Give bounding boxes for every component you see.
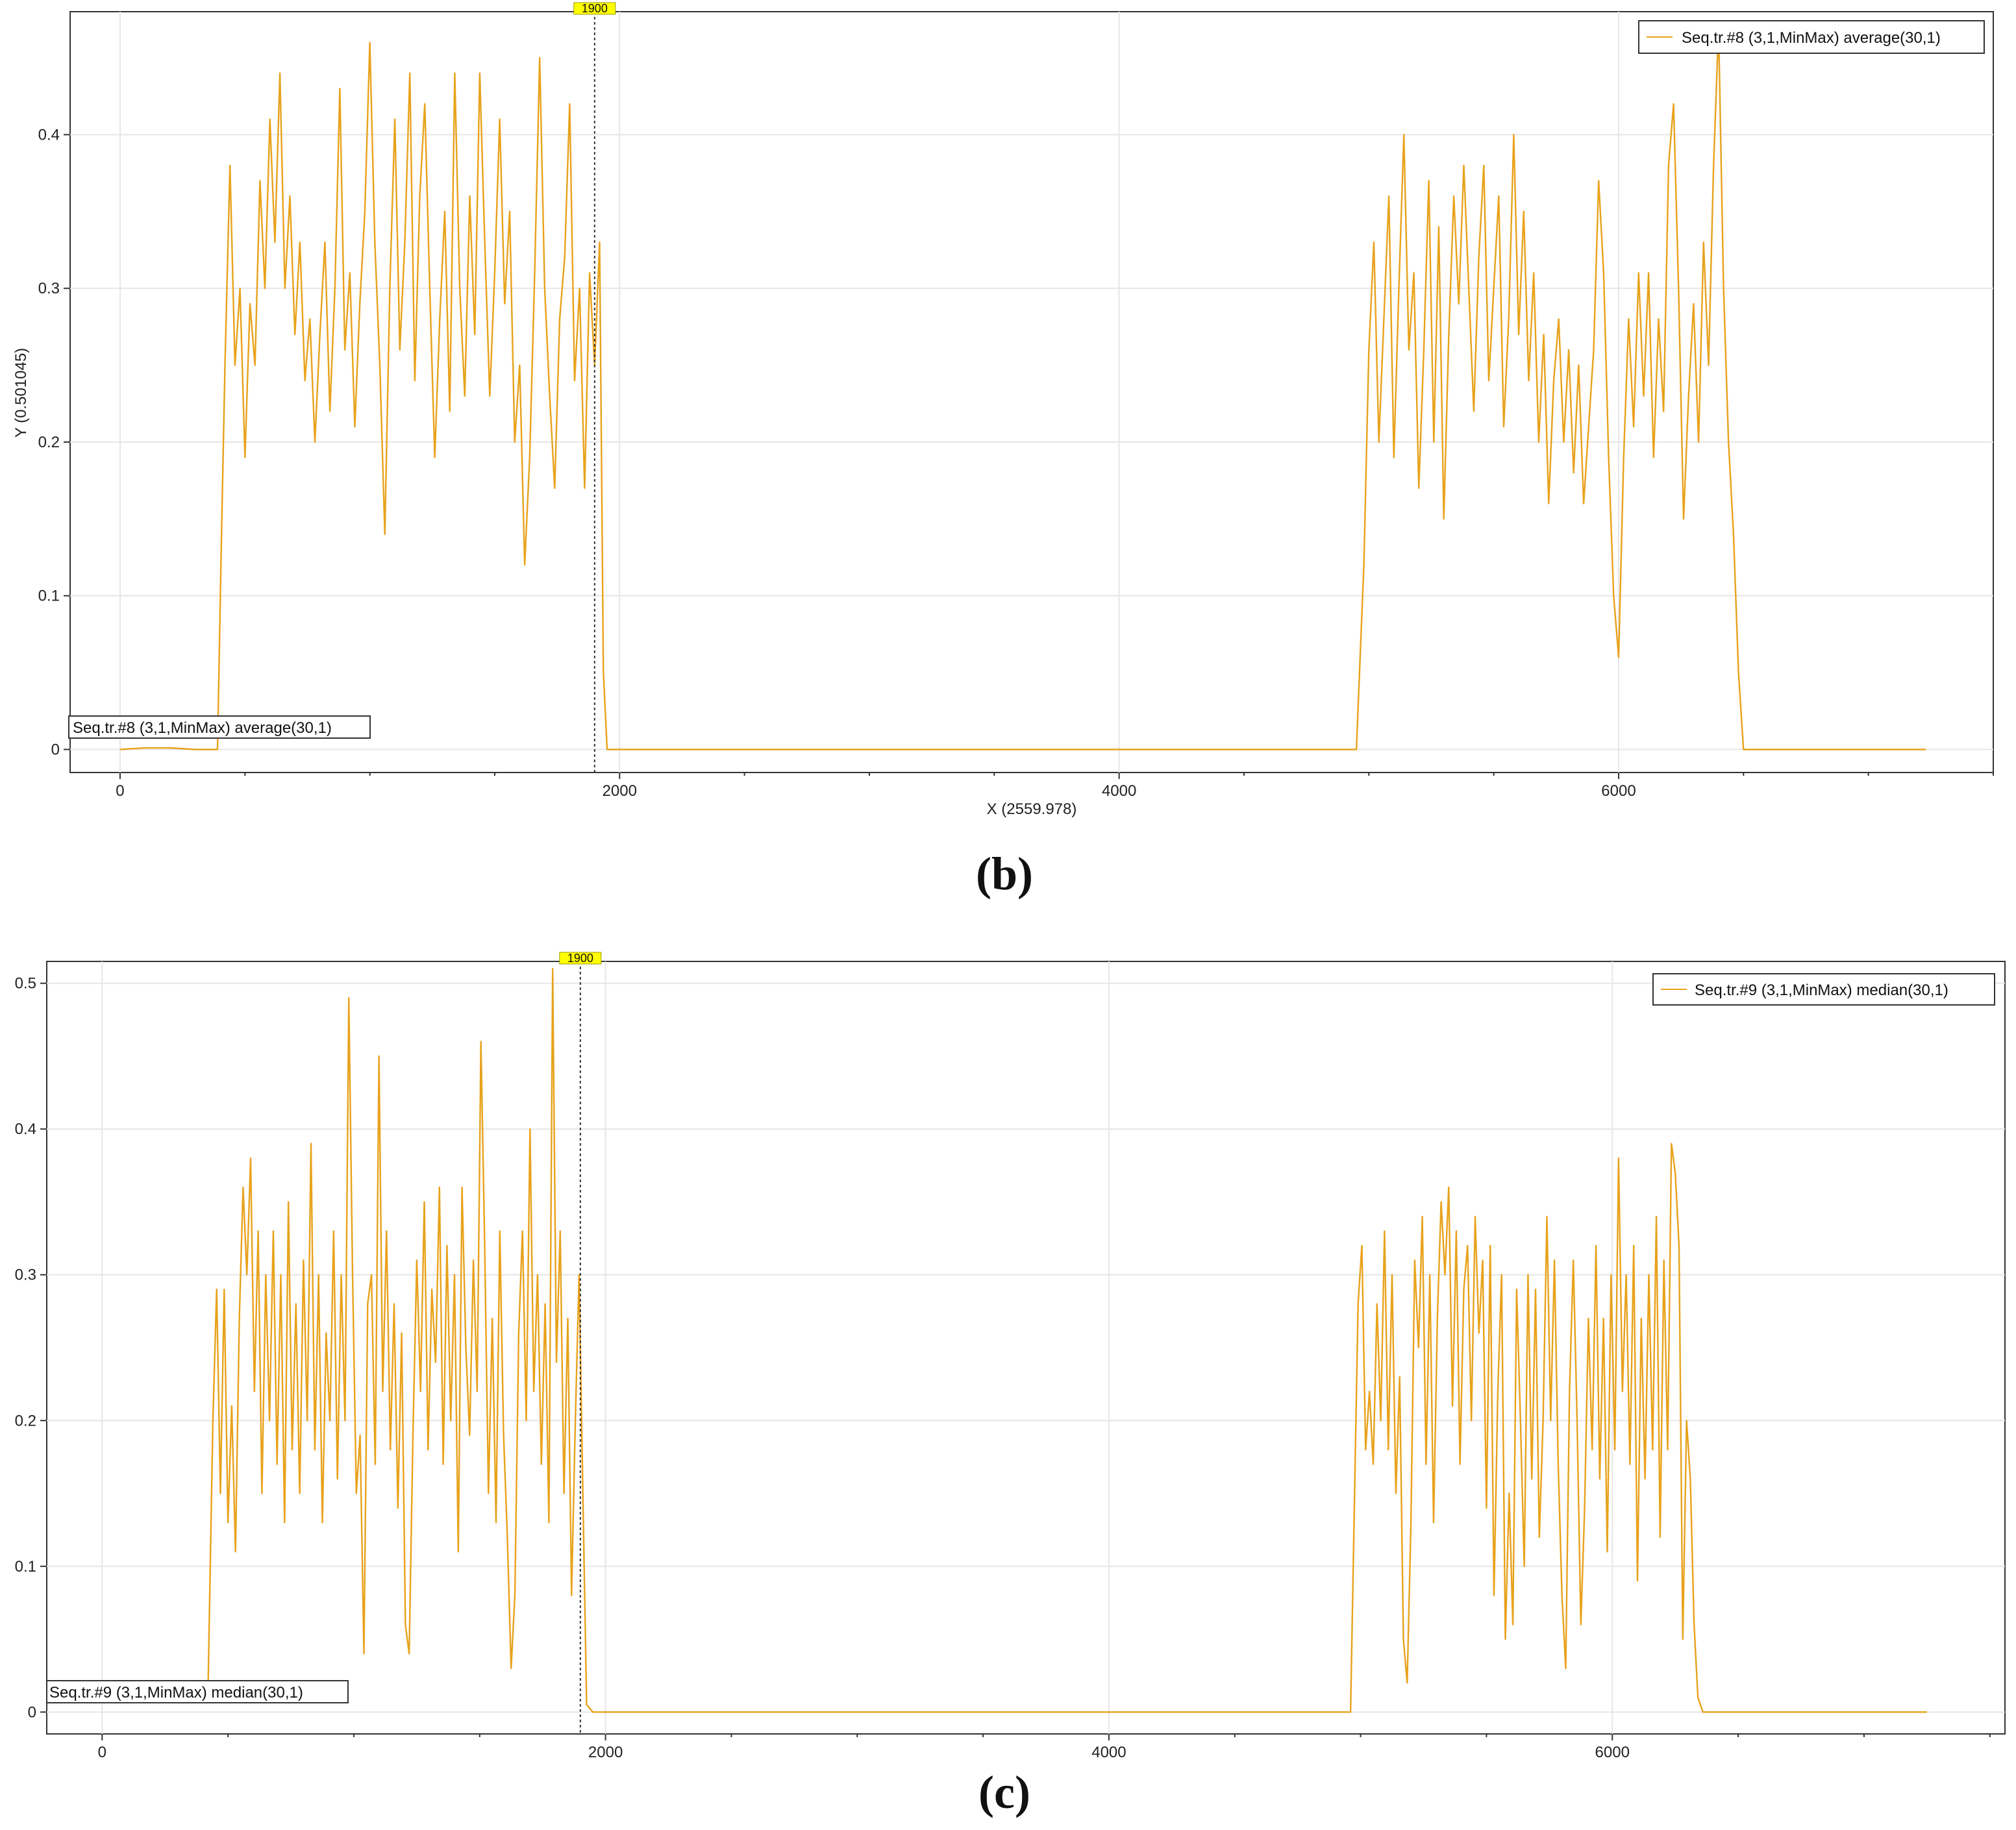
- chart-c-ticks: 0 2000 4000 6000 0 0.1 0.2 0.3 0.4 0.5: [15, 975, 1991, 1761]
- chart-c-bottom-label-text: Seq.tr.#9 (3,1,MinMax) median(30,1): [49, 1684, 303, 1701]
- y-tick-label: 0.3: [15, 1267, 36, 1284]
- y-tick-label: 0.1: [38, 587, 60, 605]
- chart-c-bottom-label-box: [46, 1680, 349, 1703]
- cursor-flag-label: 1900: [567, 952, 593, 965]
- y-tick-label: 0: [51, 741, 60, 758]
- chart-b-legend-label: Seq.tr.#8 (3,1,MinMax) average(30,1): [1682, 29, 1941, 47]
- chart-b-plot-frame: [69, 11, 1994, 773]
- chart-b-ticks: 0 2000 4000 6000 0 0.1 0.2 0.3 0.4: [38, 126, 1994, 800]
- chart-c: 0 2000 4000 6000 0 0.1 0.2 0.3 0.4 0.5 1900 Seq.t…: [15, 952, 2006, 1818]
- chart-c-cursor[interactable]: 1900: [559, 952, 602, 1734]
- cursor-flag[interactable]: [573, 2, 616, 15]
- chart-b-legend[interactable]: Seq.tr.#8 (3,1,MinMax) average(30,1): [1638, 20, 1985, 54]
- x-tick-label: 0: [116, 782, 124, 800]
- x-tick-label: 0: [98, 1744, 106, 1761]
- chart-c-legend[interactable]: Seq.tr.#9 (3,1,MinMax) median(30,1): [1652, 973, 1995, 1006]
- x-tick-label: 6000: [1601, 782, 1636, 800]
- y-tick-label: 0.2: [38, 434, 60, 451]
- chart-c-plot-frame: [46, 961, 2006, 1735]
- chart-c-bottom-label: Seq.tr.#9 (3,1,MinMax) median(30,1): [46, 1680, 349, 1703]
- y-tick-label: 0.4: [15, 1120, 36, 1138]
- chart-b-grid: [70, 12, 1993, 773]
- series-line: [102, 968, 1927, 1713]
- x-tick-label: 2000: [603, 782, 637, 800]
- y-tick-label: 0.2: [15, 1412, 36, 1429]
- chart-c-panel-label: (c): [978, 1766, 1030, 1818]
- y-tick-label: 0.1: [15, 1558, 36, 1576]
- y-tick-label: 0.3: [38, 280, 60, 297]
- x-tick-label: 6000: [1595, 1744, 1630, 1761]
- chart-b-panel-label: (b): [976, 848, 1033, 900]
- y-tick-label: 0.5: [15, 975, 36, 993]
- chart-b-y-axis-title: Y (0.501045): [12, 348, 30, 438]
- chart-c-series: [102, 968, 1927, 1713]
- x-tick-label: 4000: [1091, 1744, 1126, 1761]
- y-tick-label: 0: [28, 1703, 36, 1721]
- chart-b-bottom-label-box: [68, 715, 371, 739]
- series-line: [119, 26, 1926, 750]
- x-tick-label: 2000: [588, 1744, 623, 1761]
- cursor-flag[interactable]: [559, 952, 602, 965]
- cursor-flag-label: 1900: [582, 2, 608, 15]
- chart-b: 0 2000 4000 6000 0 0.1 0.2 0.3 0.4 1900 Seq.tr.#…: [12, 2, 1994, 900]
- y-tick-label: 0.4: [38, 126, 60, 143]
- x-tick-label: 4000: [1102, 782, 1136, 800]
- chart-c-legend-box: [1652, 973, 1995, 1006]
- chart-b-cursor[interactable]: 1900: [573, 2, 616, 773]
- chart-b-legend-box: [1638, 20, 1985, 54]
- chart-b-bottom-label: Seq.tr.#8 (3,1,MinMax) average(30,1): [68, 715, 371, 739]
- chart-b-bottom-label-text: Seq.tr.#8 (3,1,MinMax) average(30,1): [73, 719, 332, 737]
- chart-b-x-axis-title: X (2559.978): [987, 800, 1077, 818]
- chart-b-series: [119, 26, 1926, 750]
- chart-c-legend-label: Seq.tr.#9 (3,1,MinMax) median(30,1): [1695, 982, 1948, 999]
